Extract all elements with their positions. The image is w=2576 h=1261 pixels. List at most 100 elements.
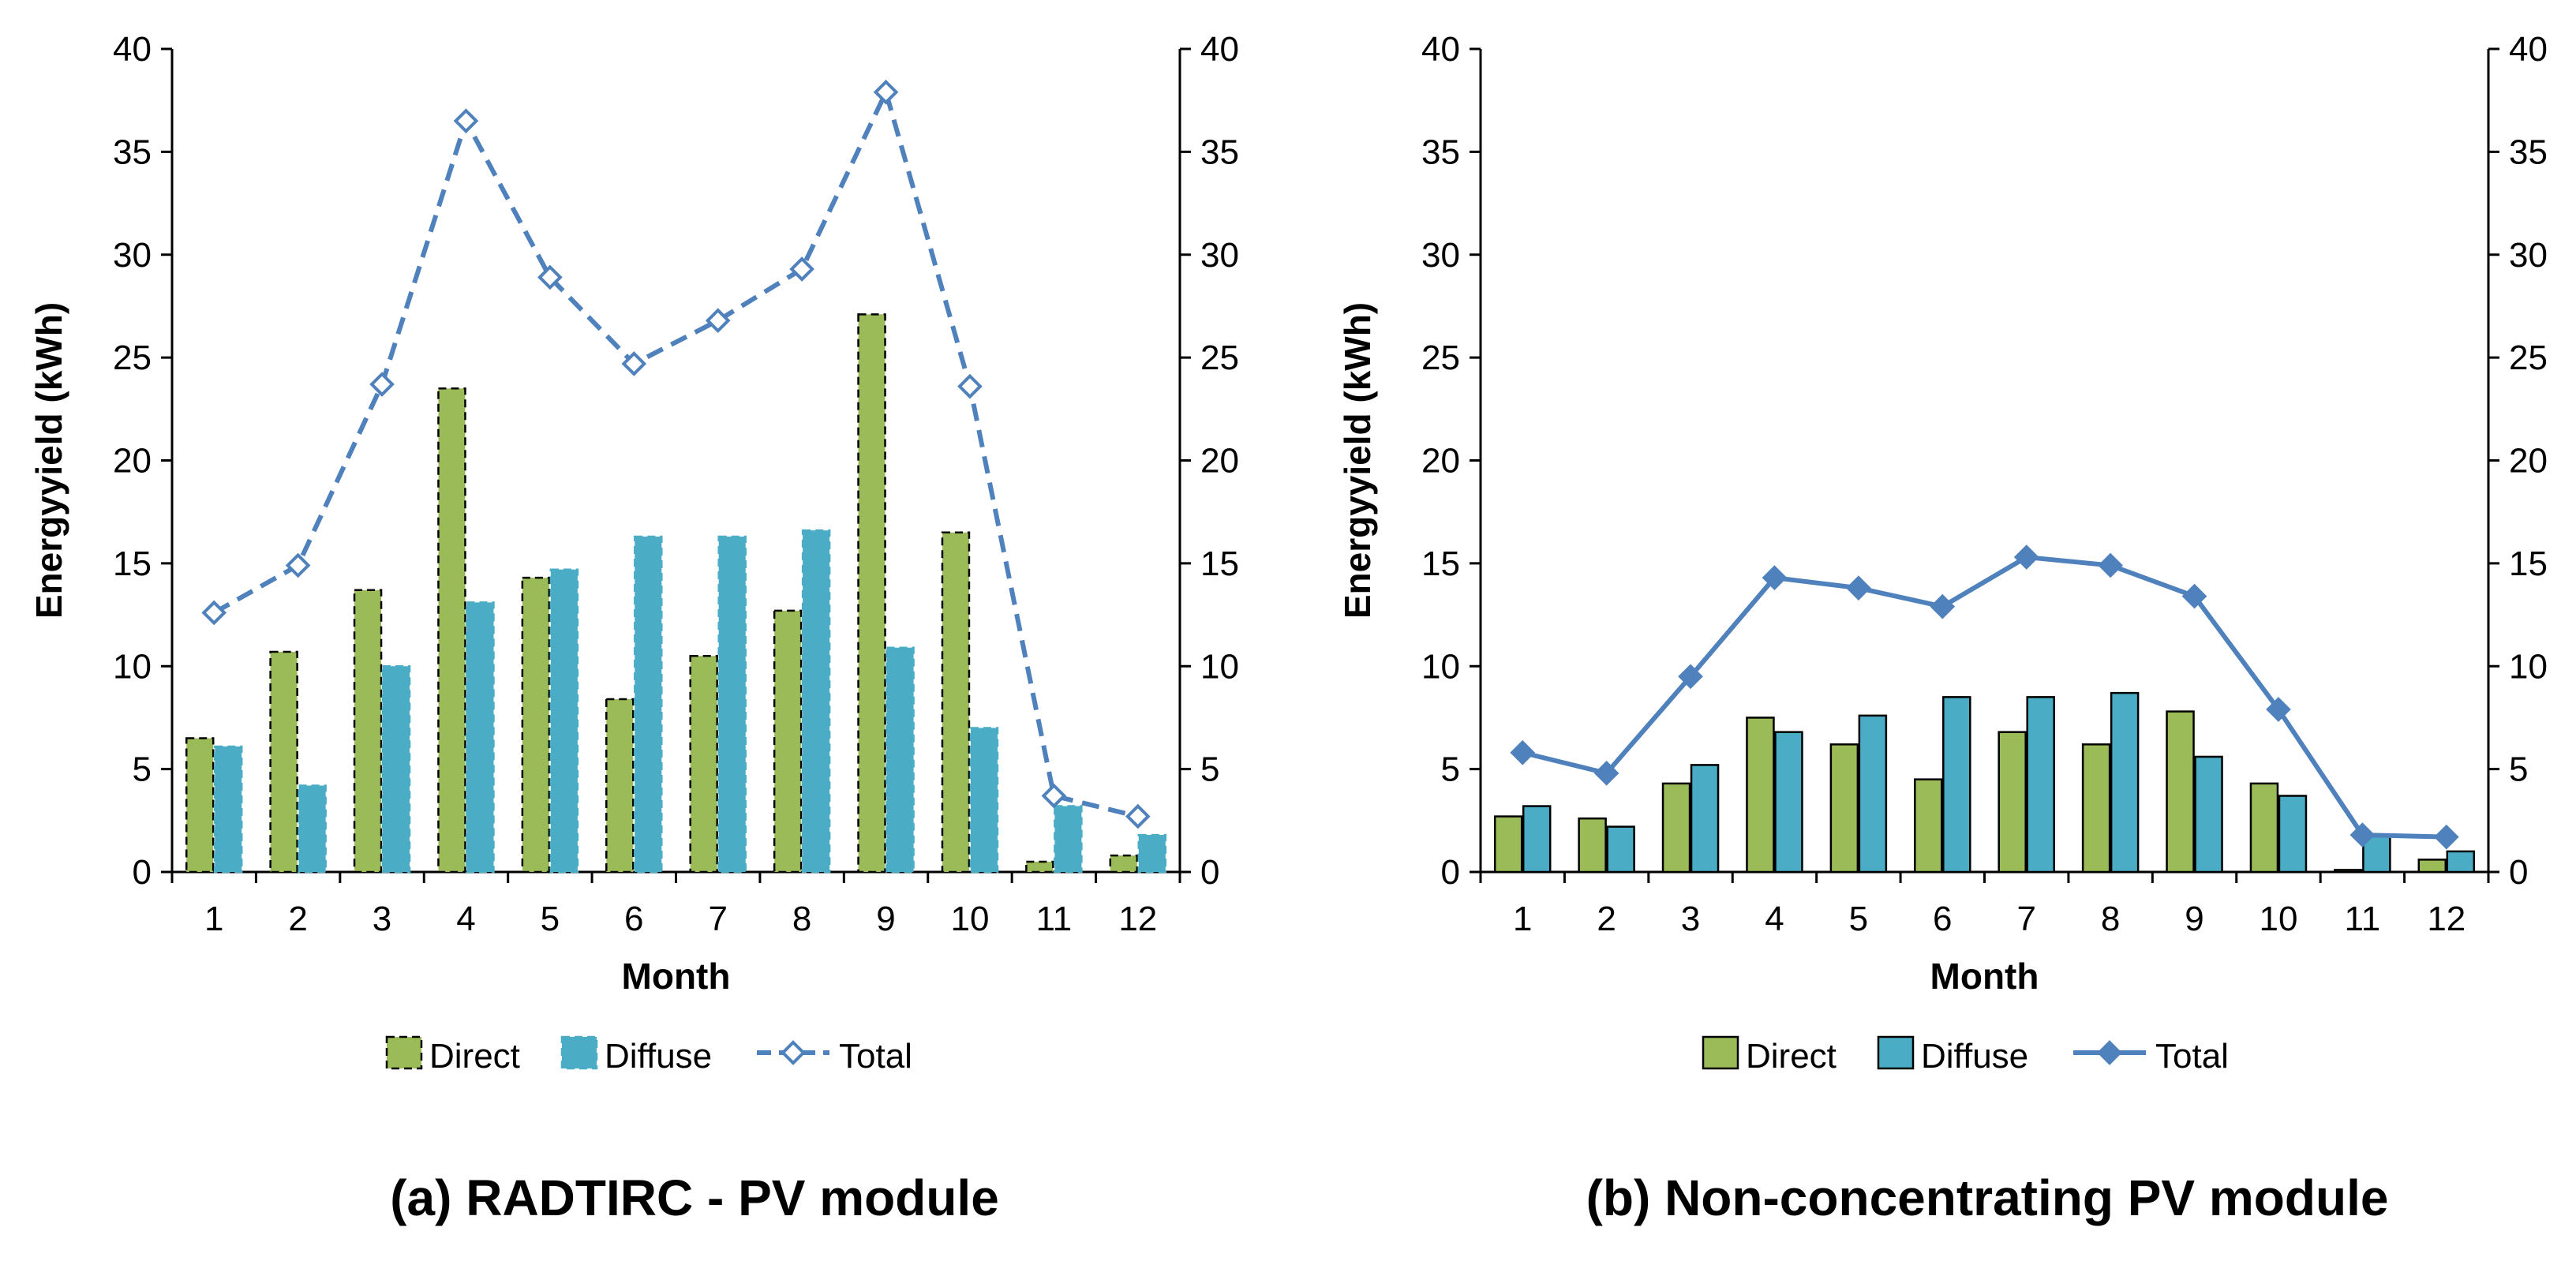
x-tick-label: 1 <box>204 900 223 938</box>
bar-diffuse <box>1054 805 1083 874</box>
legend-item-diffuse: Diffuse <box>1877 1035 2028 1076</box>
point-total <box>2013 544 2039 570</box>
x-axis-title: Month <box>622 956 731 997</box>
x-tick-label: 8 <box>2101 900 2120 938</box>
point-total <box>2181 583 2207 609</box>
bar-diffuse <box>466 601 495 874</box>
bar-direct <box>2081 743 2111 874</box>
y-tick-label-left: 25 <box>1421 339 1460 377</box>
y-tick-label-right: 35 <box>1200 133 1239 171</box>
y-tick-label-right: 40 <box>2509 30 2548 69</box>
bar-direct <box>1661 782 1691 874</box>
series-line-total <box>1522 555 2447 840</box>
point-total <box>1930 593 1956 619</box>
point-total <box>621 351 647 376</box>
point-total <box>537 264 563 290</box>
bar-direct <box>689 654 718 874</box>
y-tick-label-right: 10 <box>2509 647 2548 686</box>
y-tick-label-right: 5 <box>2509 750 2528 789</box>
y-tick-label-right: 0 <box>2509 853 2528 892</box>
bar-diffuse <box>1774 731 1803 874</box>
x-tick-label: 12 <box>1118 900 1157 938</box>
legend-item-direct: Direct <box>385 1035 520 1076</box>
point-total <box>1125 803 1151 829</box>
y-tick-label-left: 25 <box>113 339 152 377</box>
point-total <box>1762 565 1788 590</box>
point-total <box>1593 761 1619 786</box>
x-tick-label: 5 <box>541 900 560 938</box>
bar-direct <box>353 589 383 874</box>
x-tick-label: 2 <box>1597 900 1616 938</box>
bar-diffuse <box>1137 833 1167 874</box>
bar-diffuse <box>381 665 411 874</box>
legend-swatch-direct <box>1702 1035 1739 1070</box>
y-axis-title: Energyyield (kWh) <box>1337 302 1378 619</box>
point-total <box>957 373 983 399</box>
chart-caption: (b) Non-concentrating PV module <box>1586 1169 2389 1226</box>
x-axis-title: Month <box>1930 956 2039 997</box>
x-tick-label: 10 <box>2259 900 2297 938</box>
x-tick-label: 10 <box>950 900 989 938</box>
y-tick-label-left: 0 <box>1441 853 1460 892</box>
y-tick-label-left: 15 <box>113 544 152 583</box>
bar-direct <box>1578 817 1607 874</box>
chart-caption: (a) RADTIRC - PV module <box>390 1169 999 1226</box>
point-total <box>2349 822 2376 848</box>
point-total <box>705 308 731 334</box>
bar-direct <box>185 737 215 874</box>
legend-item-diffuse: Diffuse <box>560 1035 712 1076</box>
y-tick-label-right: 0 <box>1200 853 1219 892</box>
bar-direct <box>1746 717 1775 874</box>
bar-direct <box>2417 859 2447 874</box>
y-tick-label-right: 30 <box>1200 236 1239 275</box>
y-tick-label-left: 5 <box>133 750 152 789</box>
y-tick-label-right: 10 <box>1200 647 1239 686</box>
x-tick-label: 4 <box>1765 900 1784 938</box>
point-total <box>285 552 311 578</box>
y-tick-label-right: 15 <box>1200 544 1239 583</box>
bar-direct <box>1493 815 1523 874</box>
y-tick-label-right: 15 <box>2509 544 2548 583</box>
bar-diffuse <box>717 535 747 874</box>
bar-direct <box>857 313 886 874</box>
y-tick-label-left: 35 <box>113 133 152 171</box>
y-tick-label-left: 30 <box>113 236 152 275</box>
point-total <box>1678 664 1703 690</box>
bar-diffuse <box>298 784 327 874</box>
bar-direct <box>1025 860 1054 874</box>
legend-label-diffuse: Diffuse <box>605 1037 712 1076</box>
bar-direct <box>1914 778 1943 874</box>
x-tick-label: 6 <box>624 900 643 938</box>
x-tick-label: 11 <box>1036 900 1073 938</box>
bar-diffuse <box>1690 764 1720 874</box>
y-tick-label-right: 5 <box>1200 750 1219 789</box>
bar-direct <box>437 387 466 874</box>
bar-diffuse <box>2110 691 2140 874</box>
point-total <box>369 372 395 397</box>
bar-diffuse <box>1606 825 1635 874</box>
bar-direct <box>521 576 551 874</box>
bar-direct <box>941 531 971 874</box>
y-tick-label-left: 35 <box>1421 133 1460 171</box>
series-line-total <box>212 89 1139 819</box>
y-tick-label-left: 40 <box>113 30 152 69</box>
point-total <box>2266 697 2291 722</box>
bar-diffuse <box>2278 795 2308 874</box>
y-tick-label-left: 40 <box>1421 30 1460 69</box>
y-tick-label-left: 0 <box>133 853 152 892</box>
bar-diffuse <box>2194 755 2223 874</box>
bar-direct <box>1998 731 2027 874</box>
legend-label-direct: Direct <box>1746 1037 1837 1076</box>
point-total <box>2098 552 2123 578</box>
y-tick-label-left: 20 <box>113 442 152 481</box>
bar-diffuse <box>634 535 663 874</box>
bar-diffuse <box>2446 850 2476 874</box>
x-tick-label: 5 <box>1849 900 1868 938</box>
y-axis-title: Energyyield (kWh) <box>28 302 69 619</box>
x-tick-label: 12 <box>2427 900 2466 938</box>
bar-diffuse <box>886 646 915 874</box>
y-tick-label-left: 10 <box>1421 647 1460 686</box>
legend-marker-total <box>781 1040 806 1065</box>
